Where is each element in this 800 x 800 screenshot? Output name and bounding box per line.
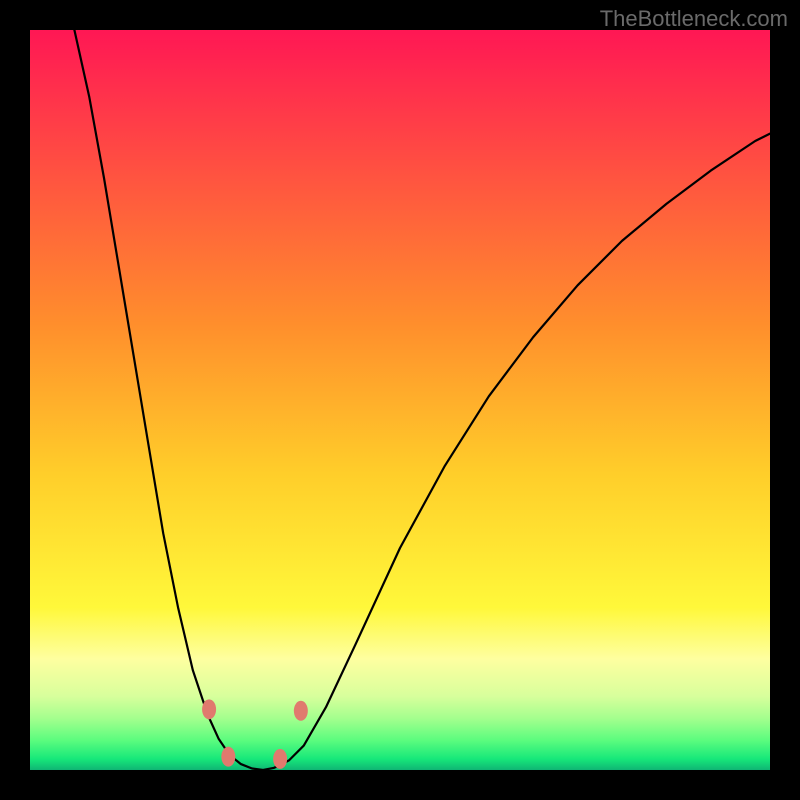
watermark-text: TheBottleneck.com [600, 6, 788, 32]
bottleneck-chart [0, 0, 800, 800]
chart-outer-frame: TheBottleneck.com [0, 0, 800, 800]
